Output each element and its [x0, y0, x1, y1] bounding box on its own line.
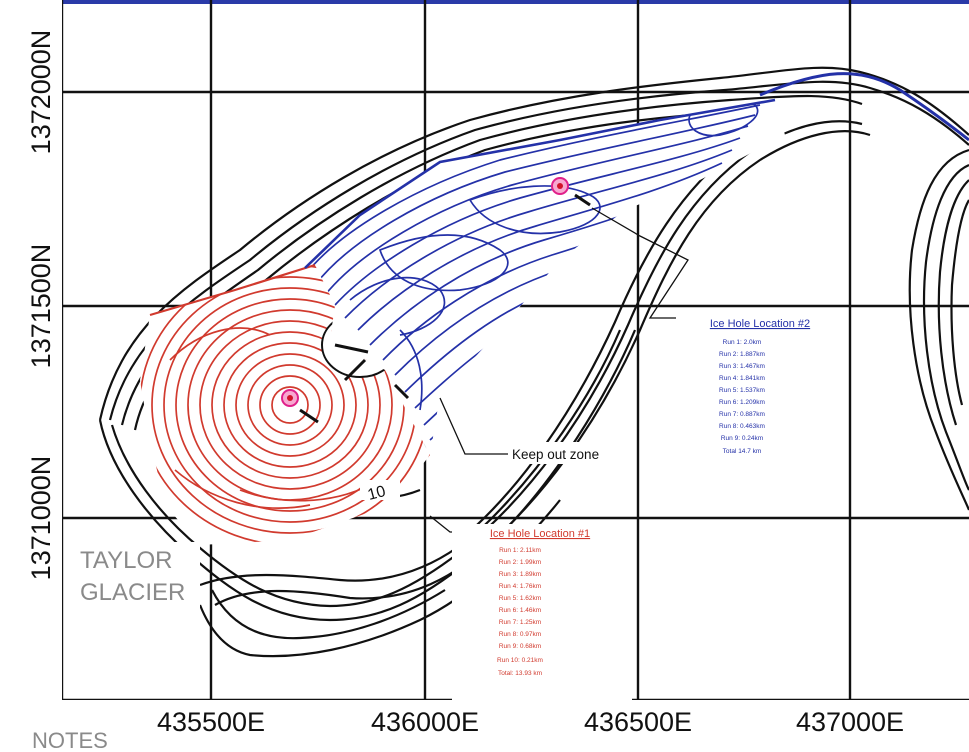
ice-hole-2-run: Run 5: 1.537km	[719, 387, 765, 394]
notes-label: NOTES	[32, 728, 108, 752]
northing-label: 1371000N	[26, 456, 56, 581]
ice-hole-1-title: Ice Hole Location #1	[490, 528, 590, 540]
keep-out-leader	[439, 397, 510, 455]
ice-hole-2-total: Total 14.7 km	[723, 448, 762, 455]
place-label-line2: GLACIER	[80, 579, 185, 606]
easting-label: 436500E	[584, 707, 692, 737]
ice-hole-2-table: Ice Hole Location #2 Run 1: 2.0km Run 2:…	[676, 314, 846, 482]
shoreline-blue	[759, 72, 969, 142]
easting-label: 436000E	[371, 707, 479, 737]
map-area: 10 Ice Hole Location #2 Run 1: 2.0km Run…	[62, 0, 969, 700]
ice-hole-1-table: Ice Hole Location #1 Run 1: 2.11km Run 2…	[452, 524, 632, 700]
ice-hole-1-total: Total: 13.93 km	[498, 670, 542, 677]
easting-label: 437000E	[796, 707, 904, 737]
ice-hole-1-run: Run 7: 1.25km	[499, 619, 541, 626]
ice-hole-2-run: Run 9: 0.24km	[721, 435, 763, 442]
ice-hole-2-run: Run 7: 0.887km	[719, 411, 765, 418]
ice-hole-1-run: Run 6: 1.46km	[499, 607, 541, 614]
red-zone-boundary	[149, 263, 316, 317]
ice-hole-1-run: Run 4: 1.76km	[499, 583, 541, 590]
northing-label: 1371500N	[26, 244, 56, 369]
ice-hole-1-run: Run 9: 0.68km	[499, 643, 541, 650]
ice-hole-2-run: Run 1: 2.0km	[723, 339, 762, 346]
ice-hole-1-run: Run 3: 1.89km	[499, 571, 541, 578]
ice-hole-2-run: Run 3: 1.467km	[719, 363, 765, 370]
ice-hole-1-run: Run 2: 1.99km	[499, 559, 541, 566]
blue-zone-boundary	[304, 98, 776, 269]
ice-hole-1-run: Run 5: 1.62km	[499, 595, 541, 602]
ice-hole-2-run: Run 6: 1.209km	[719, 399, 765, 406]
keep-out-zone-label: Keep out zone	[512, 447, 599, 462]
ice-hole-1-run: Run 1: 2.11km	[499, 547, 541, 554]
ice-hole-2-leader	[591, 207, 840, 319]
ice-hole-1-run: Run 10: 0.21km	[497, 657, 543, 664]
header-strip	[62, 0, 969, 4]
ice-hole-2-run: Run 4: 1.841km	[719, 375, 765, 382]
place-label-line1: TAYLOR	[80, 547, 172, 574]
ice-hole-2-run: Run 8: 0.463km	[719, 423, 765, 430]
easting-label: 435500E	[157, 707, 265, 737]
ice-hole-2-title: Ice Hole Location #2	[710, 318, 810, 330]
contour-value-label: 10	[366, 483, 388, 504]
northing-label: 1372000N	[26, 30, 56, 155]
ice-hole-2-run: Run 2: 1.887km	[719, 351, 765, 358]
ice-hole-1-run: Run 8: 0.97km	[499, 631, 541, 638]
